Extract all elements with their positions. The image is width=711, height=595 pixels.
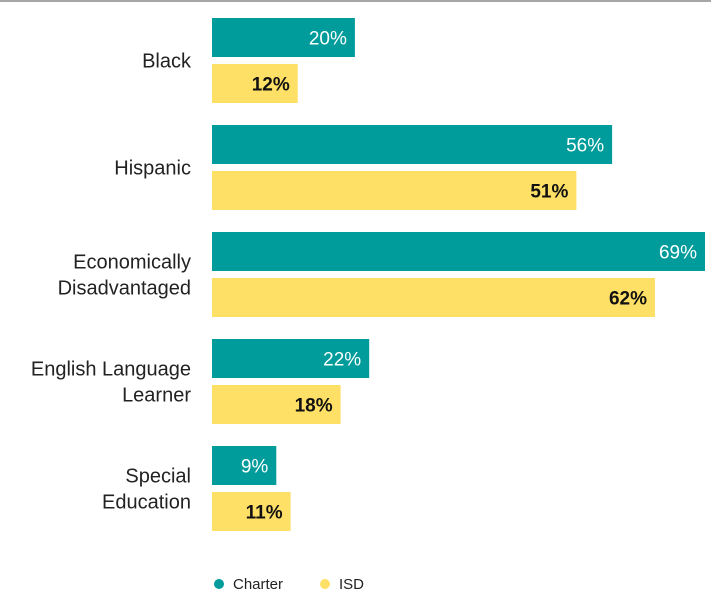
legend-charter-label: Charter bbox=[233, 576, 283, 593]
category-label-line: English Language bbox=[31, 359, 191, 381]
legend: Charter ISD bbox=[214, 576, 364, 593]
data-label: 56% bbox=[566, 136, 604, 157]
bar-isd bbox=[212, 278, 655, 317]
category-label-line: Education bbox=[102, 492, 191, 514]
category-label-line: Special bbox=[125, 466, 191, 488]
legend-isd-swatch bbox=[320, 579, 330, 589]
category-label-line: Hispanic bbox=[114, 158, 191, 180]
data-label: 9% bbox=[241, 457, 269, 478]
bar-charter bbox=[212, 232, 705, 271]
category-label-line: Disadvantaged bbox=[58, 278, 191, 300]
category-label: English Language Learner bbox=[31, 359, 191, 407]
data-label: 12% bbox=[252, 75, 290, 96]
data-label: 62% bbox=[609, 289, 647, 310]
legend-charter-swatch bbox=[214, 579, 224, 589]
data-label: 69% bbox=[659, 243, 697, 264]
category-label-line: Learner bbox=[122, 385, 191, 407]
category-label: Economically Disadvantaged bbox=[58, 252, 191, 300]
data-label: 20% bbox=[309, 29, 347, 50]
legend-isd-label: ISD bbox=[339, 576, 364, 593]
plot-area: Black 20% 12% Hispanic 56% 51% Economically Dis… bbox=[31, 18, 705, 531]
category-label-line: Black bbox=[142, 51, 192, 73]
bar-charter bbox=[212, 125, 612, 164]
data-label: 22% bbox=[323, 350, 361, 371]
category-label: Special Education bbox=[102, 466, 191, 514]
bar-isd bbox=[212, 171, 576, 210]
category-label-line: Economically bbox=[73, 252, 191, 274]
data-label: 51% bbox=[530, 182, 568, 203]
category-label: Black bbox=[142, 51, 192, 73]
data-label: 18% bbox=[295, 396, 333, 417]
data-label: 11% bbox=[246, 503, 283, 524]
category-label: Hispanic bbox=[114, 158, 191, 180]
